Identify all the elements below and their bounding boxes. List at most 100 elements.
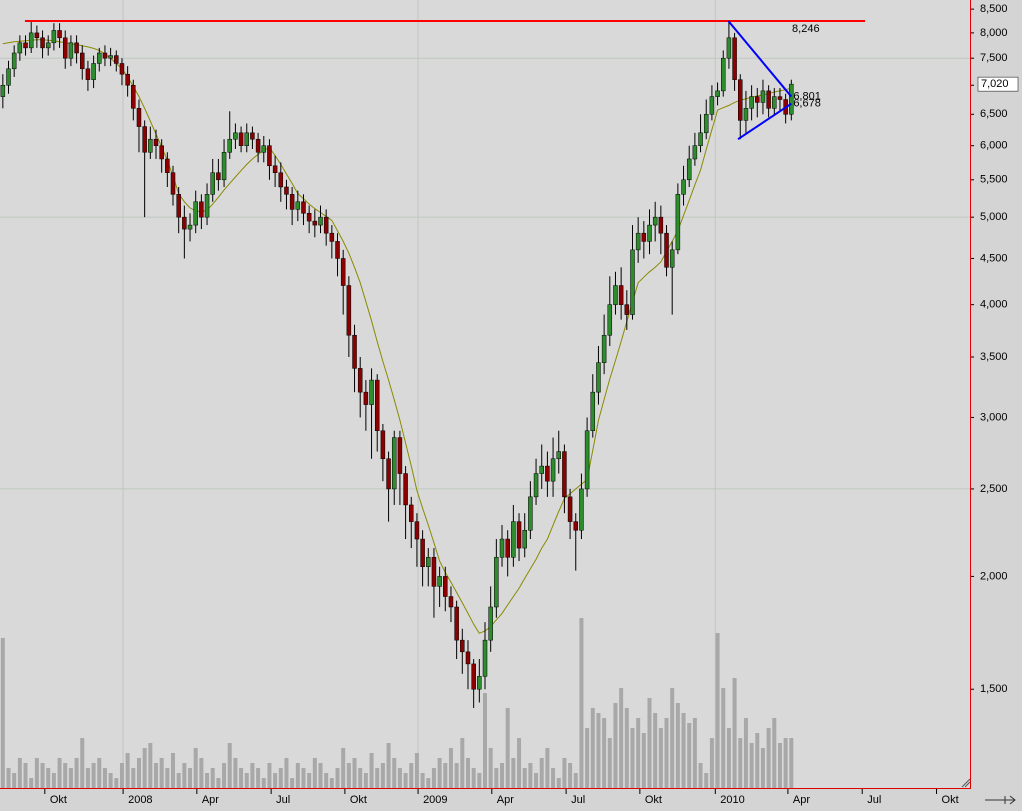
volume-bar (630, 728, 635, 788)
volume-bar (556, 778, 561, 788)
volume-bar (369, 753, 374, 788)
candle-body (772, 96, 777, 109)
y-tick-label: 2,000 (980, 570, 1008, 582)
volume-bar (664, 718, 669, 788)
last-price-box (977, 76, 1019, 92)
volume-bar (658, 728, 663, 788)
candle-body (284, 186, 289, 195)
candle-body (579, 488, 584, 531)
candle-body (511, 521, 516, 558)
candle-body (749, 96, 754, 109)
trend-line (737, 102, 792, 141)
candle-body (471, 663, 476, 690)
resize-handle[interactable] (961, 778, 971, 788)
volume-bar (670, 688, 675, 788)
y-tick-label: 3,000 (980, 411, 1008, 423)
candle-body (165, 158, 170, 173)
volume-bar (68, 768, 73, 788)
volume-bar (6, 768, 11, 788)
candle-body (533, 473, 539, 498)
volume-bar (409, 763, 414, 788)
volume-bar (335, 768, 340, 788)
volume-bar (375, 768, 380, 788)
candle-body (397, 437, 403, 474)
volume-bar (607, 738, 612, 788)
volume-bar (188, 768, 193, 788)
candle-body (516, 521, 522, 549)
candle-body (692, 145, 698, 160)
volume-bar (772, 718, 777, 788)
volume-bar (97, 758, 102, 788)
candle-body (102, 52, 108, 59)
candle-body (312, 220, 318, 226)
x-tick-label: Jul (276, 794, 290, 806)
candle-body (261, 145, 267, 153)
x-tick-label: 2008 (128, 794, 152, 806)
candle-body (743, 108, 749, 121)
volume-bar (636, 718, 641, 788)
candle-body (221, 152, 227, 181)
scroll-button[interactable] (985, 795, 1016, 805)
volume-bar (613, 703, 618, 788)
volume-bar (743, 718, 748, 788)
volume-bar (165, 768, 170, 788)
candle-body (613, 285, 618, 305)
candle-body (97, 52, 102, 64)
x-tick-label: Apr (497, 794, 514, 806)
volume-bar (295, 763, 300, 788)
candle-body (306, 213, 312, 222)
candle-body (403, 473, 408, 506)
candle-body (380, 430, 386, 460)
volume-bar (199, 758, 204, 788)
volume-bar (363, 773, 368, 788)
candle-body (216, 172, 221, 181)
candle-body (23, 42, 28, 49)
candle-body (11, 52, 17, 70)
volume-bar (171, 753, 176, 788)
volume-bar (256, 768, 261, 788)
volume-bar (386, 743, 391, 788)
volume-bar (579, 618, 584, 788)
trend-line (727, 20, 793, 98)
candle-body (363, 391, 369, 405)
y-tick-label: 6,000 (980, 140, 1008, 152)
volume-bar (505, 708, 510, 788)
volume-bar (517, 738, 522, 788)
candle-body (681, 179, 686, 195)
candle-body (789, 83, 794, 115)
candle-body (465, 651, 471, 665)
volume-bar (346, 763, 351, 788)
x-tick-label: Okt (50, 794, 67, 806)
volume-bar (641, 733, 646, 788)
candle-body (624, 304, 630, 315)
grid (0, 0, 970, 788)
candle-body (289, 194, 295, 210)
x-axis-panel (0, 789, 970, 811)
candle-body (760, 90, 766, 103)
candle-body (267, 145, 272, 167)
candle-body (159, 145, 164, 160)
volume-bar (789, 738, 794, 788)
volume-bar (312, 758, 317, 788)
candle-body (539, 465, 544, 474)
volume-bar (108, 773, 113, 788)
candle-body (420, 538, 425, 567)
candle-body (142, 126, 147, 153)
volume-bar (551, 768, 556, 788)
volume-bar (681, 713, 686, 788)
axes-layer: 8,5008,0007,5007,0006,5006,0005,5005,000… (44, 3, 1019, 806)
volume-bar (715, 633, 720, 788)
candle-body (573, 521, 579, 531)
volume-bar (57, 758, 62, 788)
candle-body (148, 138, 153, 153)
volume-bar (284, 758, 289, 788)
candle-body (85, 68, 91, 80)
volume-bar (227, 743, 232, 788)
y-tick-label: 2,500 (980, 483, 1008, 495)
volume-bar (153, 763, 158, 788)
volume-bar (500, 763, 505, 788)
candle-body (108, 55, 113, 59)
candle-body (170, 172, 176, 195)
volume-bar (239, 768, 244, 788)
